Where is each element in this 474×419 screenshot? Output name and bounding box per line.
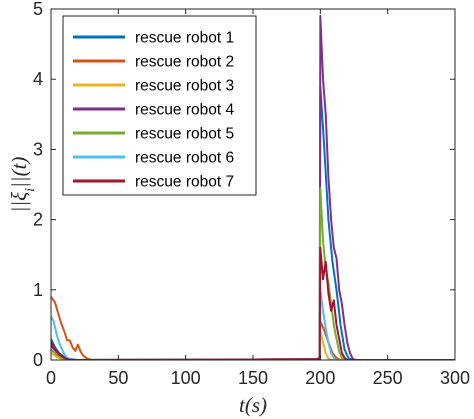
y-tick-label: 0: [33, 350, 43, 370]
series-line-3: [51, 329, 455, 360]
series-lines: [51, 15, 455, 360]
legend-label-1: rescue robot 1: [135, 30, 234, 47]
y-tick-label: 1: [33, 280, 43, 300]
y-tick-label: 2: [33, 210, 43, 230]
x-tick-label: 50: [108, 368, 128, 388]
x-tick-label: 0: [46, 368, 56, 388]
x-tick-label: 150: [238, 368, 268, 388]
legend-label-4: rescue robot 4: [135, 102, 234, 119]
y-tick-label: 4: [33, 69, 43, 89]
legend-box: [62, 15, 257, 196]
legend-label-2: rescue robot 2: [135, 54, 234, 71]
legend: rescue robot 1 rescue robot 2 rescue robot…: [62, 15, 257, 196]
y-tick-label: 5: [33, 0, 43, 19]
x-tick-label: 300: [440, 368, 470, 388]
y-tick-label: 3: [33, 139, 43, 159]
y-axis-label: ||ξi||(t): [7, 157, 38, 213]
x-axis-label: t(s): [239, 393, 267, 417]
legend-label-5: rescue robot 5: [135, 126, 234, 143]
series-line-7: [51, 246, 455, 360]
legend-label-7: rescue robot 7: [135, 174, 234, 191]
x-tick-label: 200: [305, 368, 335, 388]
legend-label-3: rescue robot 3: [135, 78, 234, 95]
plot-area: [51, 15, 455, 360]
axes: 0 50 100 150 200 250 300 0 1 2 3 4 5 t(s) ||ξi||(t): [7, 0, 470, 417]
legend-label-6: rescue robot 6: [135, 150, 234, 167]
x-tick-label: 100: [171, 368, 201, 388]
x-tick-label: 250: [373, 368, 403, 388]
